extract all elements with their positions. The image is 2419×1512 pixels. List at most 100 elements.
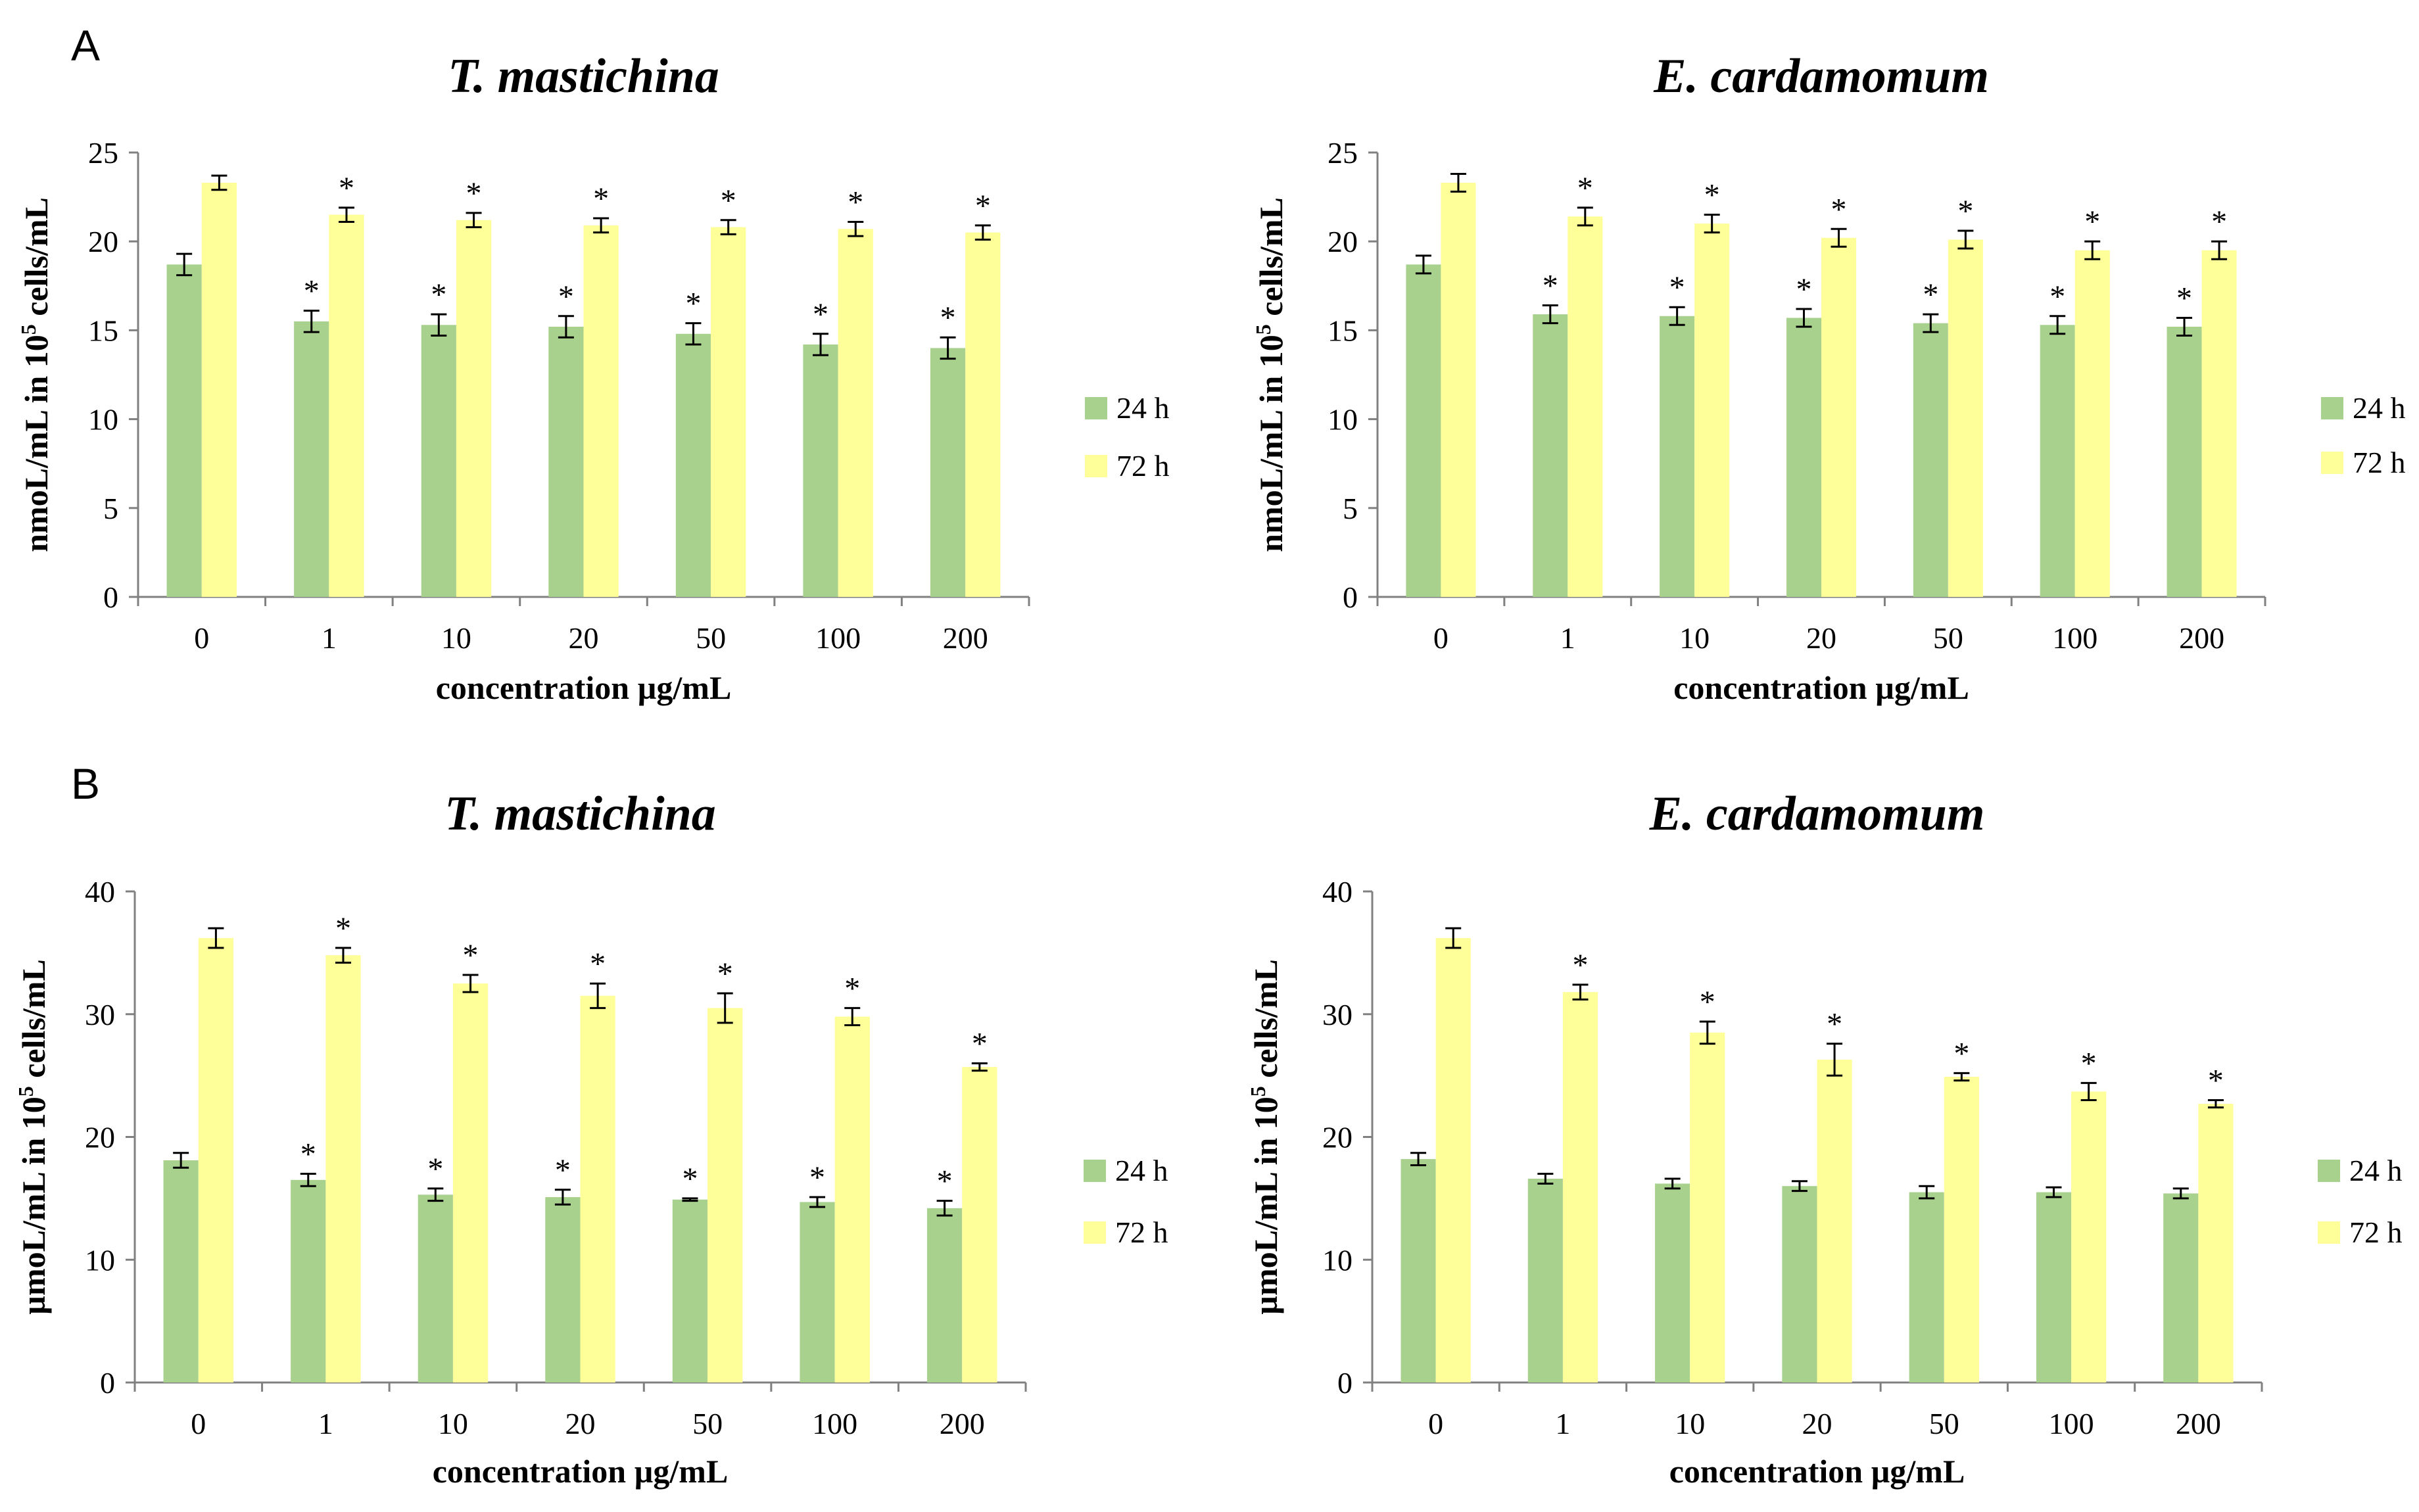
bar-24h [2040, 325, 2075, 597]
bar-72h [1694, 224, 1730, 597]
y-tick-label: 15 [1328, 314, 1358, 347]
bar-24h [675, 333, 711, 597]
bar-72h [1441, 182, 1476, 597]
significance-asterisk: * [2049, 279, 2065, 314]
x-tick-label: 200 [943, 621, 988, 655]
x-tick-label: 10 [441, 621, 471, 655]
significance-asterisk: * [1831, 192, 1847, 227]
bar-72h [1817, 1059, 1852, 1382]
y-tick-label: 0 [100, 1366, 115, 1400]
legend-swatch-72h [2318, 1221, 2340, 1244]
significance-asterisk: * [809, 1160, 825, 1195]
chart-title: E. cardamomum [1649, 787, 1985, 841]
bar-24h [166, 264, 202, 597]
bar-72h [580, 995, 615, 1382]
y-axis-label: nmoL/mL in 105 cells/mL [16, 197, 55, 552]
bar-24h [800, 1202, 835, 1382]
legend-swatch-72h [1084, 1221, 1106, 1244]
bar-72h [2071, 1091, 2107, 1382]
bar-72h [2198, 1104, 2234, 1382]
significance-asterisk: * [590, 947, 606, 981]
bar-24h [803, 344, 838, 597]
significance-asterisk: * [2081, 1046, 2097, 1081]
significance-asterisk: * [466, 176, 482, 211]
chart-4: E. cardamomum 0 10 20 30 40 0 * 1 * 10 * 20 * 50 * 100 * 2… [1246, 787, 2403, 1490]
y-tick-label: 5 [1343, 492, 1358, 525]
bar-72h [1948, 239, 1983, 598]
bar-24h [1533, 314, 1568, 597]
significance-asterisk: * [1923, 277, 1938, 312]
significance-asterisk: * [813, 297, 828, 332]
panel-label-b: B [71, 759, 100, 808]
x-tick-label: 100 [812, 1407, 857, 1440]
x-tick-label: 100 [2049, 1407, 2094, 1440]
significance-asterisk: * [2084, 204, 2100, 239]
x-tick-label: 100 [2052, 621, 2097, 655]
y-tick-label: 5 [103, 492, 118, 525]
y-tick-label: 0 [103, 580, 118, 614]
bar-24h [1660, 316, 1695, 597]
legend-swatch-72h [2321, 452, 2343, 474]
y-tick-label: 0 [1343, 580, 1358, 614]
significance-asterisk: * [1957, 194, 1973, 229]
y-tick-label: 10 [88, 403, 118, 437]
significance-asterisk: * [682, 1162, 698, 1196]
bar-24h [672, 1199, 708, 1382]
significance-asterisk: * [685, 287, 701, 321]
legend-swatch-24h [1085, 397, 1107, 419]
x-tick-label: 200 [2176, 1407, 2221, 1440]
y-tick-label: 20 [85, 1121, 115, 1154]
bar-24h [926, 1208, 963, 1382]
significance-asterisk: * [339, 171, 354, 206]
significance-asterisk: * [304, 274, 320, 309]
bar-72h [329, 214, 364, 597]
significance-asterisk: * [1953, 1036, 1969, 1071]
significance-asterisk: * [1573, 948, 1589, 983]
chart-title: E. cardamomum [1653, 49, 1989, 103]
significance-asterisk: * [555, 1153, 571, 1188]
significance-asterisk: * [1543, 269, 1558, 304]
y-tick-label: 30 [1322, 998, 1353, 1031]
significance-asterisk: * [2176, 281, 2192, 316]
bar-72h [1562, 992, 1598, 1382]
bar-72h [834, 1016, 870, 1382]
legend-label-24h: 24 h [2353, 391, 2406, 425]
bar-24h [1655, 1183, 1690, 1382]
bar-24h [930, 348, 966, 597]
significance-asterisk: * [1577, 171, 1593, 206]
bar-24h [1909, 1192, 1944, 1382]
bar-72h [201, 182, 237, 597]
legend-label-24h: 24 h [1115, 1154, 1168, 1187]
bar-24h [548, 326, 584, 597]
significance-asterisk: * [717, 957, 733, 991]
chart-title: T. mastichina [448, 49, 719, 103]
bar-24h [545, 1197, 581, 1382]
significance-asterisk: * [1669, 270, 1685, 305]
chart-title: T. mastichina [444, 787, 716, 841]
x-tick-label: 10 [1675, 1407, 1705, 1440]
x-tick-label: 1 [1555, 1407, 1570, 1440]
significance-asterisk: * [937, 1164, 953, 1199]
panel-label-a: A [71, 21, 100, 70]
significance-asterisk: * [463, 938, 479, 973]
legend-swatch-72h [1085, 455, 1107, 477]
x-tick-label: 20 [569, 621, 599, 655]
x-tick-label: 50 [696, 621, 726, 655]
bar-72h [1435, 937, 1471, 1382]
x-tick-label: 1 [318, 1407, 333, 1440]
x-tick-label: 50 [692, 1407, 723, 1440]
y-axis-label: µmoL/mL in 105 cells/mL [1246, 959, 1284, 1315]
significance-asterisk: * [593, 181, 609, 216]
significance-asterisk: * [844, 971, 860, 1006]
y-axis-label: nmoL/mL in 105 cells/mL [1251, 197, 1289, 552]
x-tick-label: 200 [2179, 621, 2224, 655]
legend-swatch-24h [1084, 1160, 1106, 1182]
chart-2: E. cardamomum 0 5 10 15 20 25 0 * * 1 * * 10 * * 20 * * 50 *… [1251, 49, 2406, 706]
x-tick-label: 20 [1806, 621, 1836, 655]
bar-72h [198, 937, 234, 1382]
y-tick-label: 10 [85, 1243, 115, 1277]
x-axis-label: concentration µg/mL [1673, 669, 1969, 706]
bar-24h [1913, 323, 1948, 597]
bar-72h [2074, 250, 2110, 598]
